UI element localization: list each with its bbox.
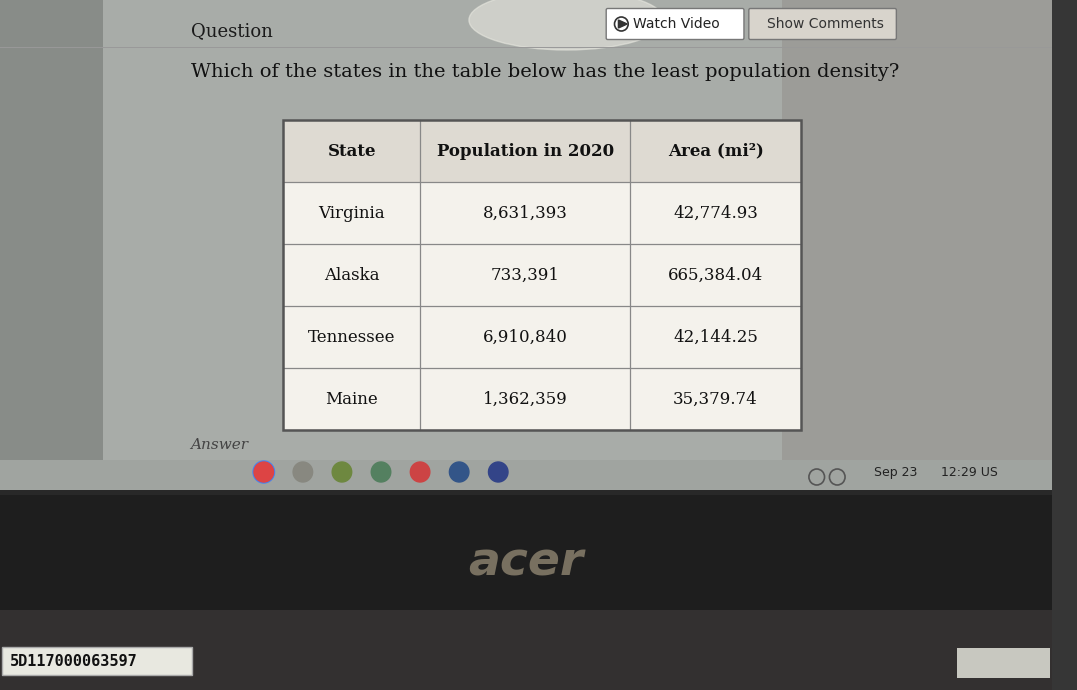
Bar — [283, 368, 801, 430]
Text: acer: acer — [468, 540, 583, 586]
Polygon shape — [618, 20, 627, 28]
Circle shape — [293, 462, 312, 482]
Circle shape — [332, 462, 352, 482]
Text: Tennessee: Tennessee — [308, 328, 395, 346]
Text: Sep 23: Sep 23 — [875, 466, 918, 479]
Circle shape — [254, 462, 274, 482]
Bar — [283, 244, 801, 306]
Text: Question: Question — [191, 22, 272, 40]
Ellipse shape — [468, 0, 665, 50]
Text: Show Comments: Show Comments — [767, 17, 884, 31]
Text: Virginia: Virginia — [319, 204, 384, 221]
Bar — [283, 306, 801, 368]
Text: State: State — [327, 143, 376, 159]
Text: 1,362,359: 1,362,359 — [482, 391, 568, 408]
Circle shape — [449, 462, 468, 482]
Text: 12:29 US: 12:29 US — [941, 466, 997, 479]
Circle shape — [489, 462, 508, 482]
FancyBboxPatch shape — [606, 8, 744, 39]
Bar — [957, 648, 1050, 678]
Circle shape — [372, 462, 391, 482]
Circle shape — [410, 462, 430, 482]
Text: 665,384.04: 665,384.04 — [668, 266, 764, 284]
Bar — [0, 490, 1052, 690]
Bar — [283, 120, 801, 430]
Bar — [283, 182, 801, 244]
Text: 8,631,393: 8,631,393 — [482, 204, 568, 221]
Bar — [2, 647, 193, 675]
Text: Maine: Maine — [325, 391, 378, 408]
Text: Area (mi²): Area (mi²) — [668, 143, 764, 159]
Text: 35,379.74: 35,379.74 — [673, 391, 758, 408]
Bar — [283, 120, 801, 182]
Text: 5D117000063597: 5D117000063597 — [10, 653, 138, 669]
Bar — [0, 0, 102, 490]
Text: Alaska: Alaska — [324, 266, 379, 284]
Text: 733,391: 733,391 — [491, 266, 560, 284]
Text: 6,910,840: 6,910,840 — [482, 328, 568, 346]
Text: 42,144.25: 42,144.25 — [673, 328, 758, 346]
Bar — [782, 0, 1052, 490]
Text: Watch Video: Watch Video — [633, 17, 719, 31]
Bar — [0, 0, 1052, 490]
Text: 42,774.93: 42,774.93 — [673, 204, 758, 221]
Text: Population in 2020: Population in 2020 — [436, 143, 614, 159]
Bar — [0, 610, 1052, 690]
Bar — [0, 460, 1052, 495]
Bar — [0, 495, 1052, 640]
Circle shape — [253, 461, 275, 483]
Text: Which of the states in the table below has the least population density?: Which of the states in the table below h… — [191, 63, 899, 81]
Text: Answer: Answer — [191, 438, 249, 452]
FancyBboxPatch shape — [749, 8, 896, 39]
